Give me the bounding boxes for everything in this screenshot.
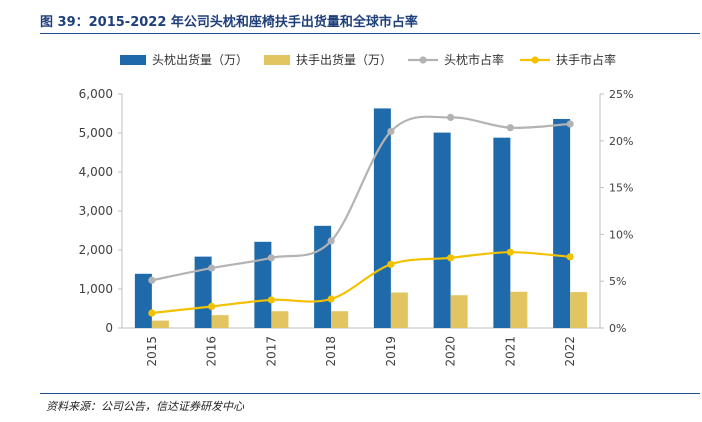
bar <box>373 108 391 329</box>
series-point <box>506 124 514 132</box>
series-point <box>327 237 335 245</box>
bar <box>390 292 408 328</box>
right-tick-label: 25% <box>609 88 633 101</box>
series-line <box>151 115 571 282</box>
x-tick-label: 2020 <box>444 336 458 367</box>
legend-swatch-marker <box>531 56 539 64</box>
left-tick-label: 2,000 <box>79 243 113 257</box>
legend-swatch-bar <box>120 55 146 65</box>
x-tick-label: 2019 <box>384 336 398 367</box>
source-note: 资料来源：公司公告，信达证券研发中心 <box>46 400 244 413</box>
left-tick-label: 4,000 <box>79 165 113 179</box>
x-tick-label: 2021 <box>503 336 517 367</box>
series-point <box>566 120 574 128</box>
legend-swatch-marker <box>419 56 427 64</box>
series-point <box>506 248 514 256</box>
series-point <box>208 264 216 272</box>
series-point <box>387 127 395 136</box>
legend-label: 头枕出货量（万） <box>152 52 248 67</box>
legend-label: 头枕市占率 <box>444 52 504 67</box>
bar <box>211 315 229 328</box>
series-point <box>387 260 395 268</box>
right-tick-label: 0% <box>609 322 626 335</box>
bar <box>134 273 152 328</box>
right-tick-label: 15% <box>609 182 633 195</box>
figure-title: 图 39：2015-2022 年公司头枕和座椅扶手出货量和全球市占率 <box>40 15 418 30</box>
right-tick-label: 10% <box>609 228 633 241</box>
series-point <box>447 113 455 121</box>
series-point <box>148 309 156 317</box>
left-tick-label: 3,000 <box>79 204 113 218</box>
x-tick-label: 2016 <box>205 336 219 367</box>
series-line <box>151 251 571 315</box>
series-point <box>566 253 574 261</box>
bar <box>570 292 588 328</box>
left-tick-label: 6,000 <box>79 87 113 101</box>
bar <box>271 311 289 328</box>
series-point <box>327 295 335 303</box>
chart-legend: 头枕出货量（万） 扶手出货量（万） 头枕市占率 扶手市占率 <box>120 52 616 67</box>
left-tick-label: 0 <box>105 321 113 335</box>
chart-lines <box>148 113 574 317</box>
bar <box>151 320 169 328</box>
series-point <box>267 254 275 262</box>
series-point <box>447 254 455 262</box>
bar <box>194 256 212 328</box>
bar <box>493 137 511 328</box>
series-point <box>267 296 275 304</box>
source-divider <box>40 393 700 394</box>
right-tick-label: 5% <box>609 275 626 288</box>
series-point <box>148 276 156 284</box>
left-tick-label: 1,000 <box>79 282 113 296</box>
legend-label: 扶手出货量（万） <box>296 52 392 67</box>
bar <box>254 241 272 328</box>
x-tick-label: 2022 <box>563 336 577 367</box>
bar <box>553 118 571 329</box>
title-divider <box>40 33 700 34</box>
bar <box>433 132 451 328</box>
x-tick-label: 2015 <box>145 336 159 367</box>
x-tick-label: 2017 <box>264 336 278 367</box>
legend-label: 扶手市占率 <box>556 52 616 67</box>
bar <box>510 291 528 328</box>
bar <box>450 295 468 328</box>
legend-swatch-bar <box>264 55 291 65</box>
bar <box>331 311 349 328</box>
right-tick-label: 20% <box>609 135 633 148</box>
left-tick-label: 5,000 <box>79 126 113 140</box>
x-tick-label: 2018 <box>324 336 338 367</box>
chart-bars <box>134 108 588 329</box>
series-point <box>208 302 216 311</box>
